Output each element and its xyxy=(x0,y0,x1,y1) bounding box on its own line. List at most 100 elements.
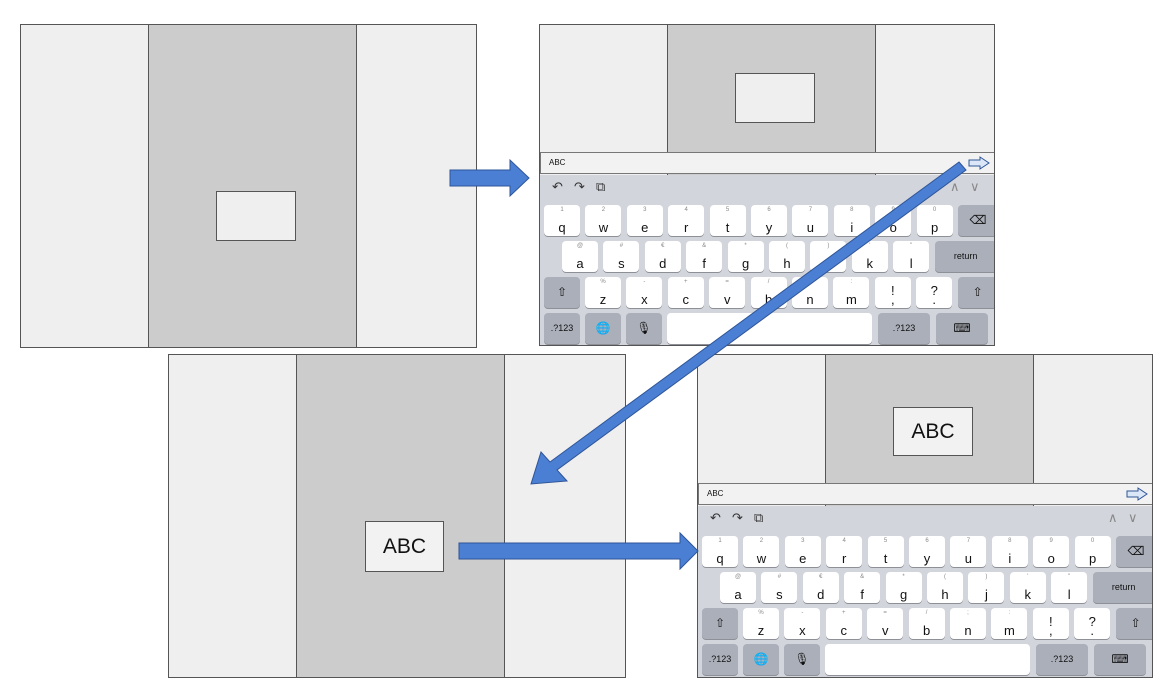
send-arrow-icon[interactable] xyxy=(1126,487,1148,501)
key-l[interactable]: " l xyxy=(1051,572,1088,603)
chevron-down-icon[interactable]: ∨ xyxy=(970,179,980,194)
key-label: ? . xyxy=(930,283,938,307)
key-h[interactable]: (h xyxy=(927,572,963,603)
numbers-key-left[interactable]: .?123 xyxy=(702,644,738,675)
key-s[interactable]: # s xyxy=(761,572,798,603)
key-8[interactable]: ? . xyxy=(916,277,953,308)
key-2[interactable]: + c xyxy=(825,608,862,639)
paste-icon[interactable]: ⧉ xyxy=(754,510,764,525)
shift-left-icon[interactable]: ⇧ xyxy=(544,277,580,308)
backspace-icon[interactable]: ⌫ xyxy=(958,205,994,236)
key-label: x xyxy=(641,292,648,307)
undo-icon[interactable]: ↶ xyxy=(710,510,721,525)
key-hint: ( xyxy=(944,574,946,580)
key-6[interactable]: :m xyxy=(833,277,870,308)
key-label: c xyxy=(682,292,690,307)
key-0[interactable]: % z xyxy=(585,277,621,308)
key-d[interactable]: € d xyxy=(644,241,681,272)
empty-text-box[interactable] xyxy=(735,73,815,123)
key-d[interactable]: € d xyxy=(802,572,839,603)
space-bar[interactable] xyxy=(667,313,872,344)
key-7[interactable]: ! , xyxy=(874,277,911,308)
return-key[interactable]: return xyxy=(1092,572,1152,603)
key-l[interactable]: " l xyxy=(893,241,930,272)
globe-icon[interactable]: 🌐 xyxy=(743,644,779,675)
shift-right-icon[interactable]: ⇧ xyxy=(1115,608,1152,639)
key-5[interactable]: ;n xyxy=(950,608,986,639)
text-input-bar[interactable]: ABC xyxy=(698,483,1152,505)
undo-icon[interactable]: ↶ xyxy=(552,179,563,194)
text-box-abc[interactable]: ABC xyxy=(893,407,973,456)
key-8[interactable]: ? . xyxy=(1074,608,1111,639)
key-h[interactable]: (h xyxy=(769,241,805,272)
numbers-key-left[interactable]: .?123 xyxy=(544,313,580,344)
key-3[interactable]: = v xyxy=(867,608,904,639)
key-6[interactable]: :m xyxy=(991,608,1028,639)
key-1[interactable]: -x xyxy=(626,277,663,308)
hide-keyboard-icon[interactable]: ⌨ xyxy=(1094,644,1146,675)
return-key[interactable]: return xyxy=(934,241,994,272)
key-label: d xyxy=(817,587,825,602)
globe-icon[interactable]: 🌐 xyxy=(585,313,621,344)
microphone-icon[interactable]: 🎙 xyxy=(784,644,820,675)
key-7[interactable]: ! , xyxy=(1032,608,1069,639)
key-hint: 0 xyxy=(1090,538,1095,544)
key-s[interactable]: # s xyxy=(603,241,640,272)
key-2[interactable]: + c xyxy=(667,277,704,308)
key-1[interactable]: -x xyxy=(784,608,821,639)
redo-icon[interactable]: ↷ xyxy=(732,510,743,525)
numbers-key-right[interactable]: .?123 xyxy=(878,313,930,344)
shift-left-icon[interactable]: ⇧ xyxy=(702,608,738,639)
chevron-up-icon[interactable]: ∧ xyxy=(1108,510,1118,525)
key-3[interactable]: = v xyxy=(709,277,746,308)
space-bar[interactable] xyxy=(825,644,1030,675)
redo-icon[interactable]: ↷ xyxy=(574,179,585,194)
key-hint: - xyxy=(801,610,804,616)
key-hint: 7 xyxy=(966,538,971,544)
chevron-up-icon[interactable]: ∧ xyxy=(950,179,960,194)
backspace-icon[interactable]: ⌫ xyxy=(1116,536,1152,567)
send-arrow-icon[interactable] xyxy=(968,156,990,170)
key-0[interactable]: % z xyxy=(743,608,779,639)
key-k[interactable]: ' k xyxy=(1009,572,1046,603)
key-g[interactable]: * g xyxy=(727,241,764,272)
key-f[interactable]: & f xyxy=(844,572,881,603)
key-j[interactable]: )j xyxy=(968,572,1005,603)
key-4[interactable]: / b xyxy=(908,608,945,639)
key-hint: 1 xyxy=(718,538,722,544)
shift-right-icon[interactable]: ⇧ xyxy=(957,277,994,308)
numbers-key-right[interactable]: .?123 xyxy=(1036,644,1088,675)
text-input-bar[interactable]: ABC xyxy=(540,152,994,174)
key-f[interactable]: & f xyxy=(686,241,723,272)
key-hint: @ xyxy=(734,574,742,580)
empty-text-box[interactable] xyxy=(216,191,296,241)
text-box-abc[interactable]: ABC xyxy=(365,521,444,572)
microphone-icon[interactable]: 🎙 xyxy=(626,313,662,344)
key-a[interactable]: @ a xyxy=(562,241,598,272)
hide-keyboard-icon[interactable]: ⌨ xyxy=(936,313,988,344)
paste-icon[interactable]: ⧉ xyxy=(596,179,606,194)
chevron-down-icon[interactable]: ∨ xyxy=(1128,510,1138,525)
key-a[interactable]: @ a xyxy=(720,572,756,603)
key-g[interactable]: * g xyxy=(885,572,922,603)
